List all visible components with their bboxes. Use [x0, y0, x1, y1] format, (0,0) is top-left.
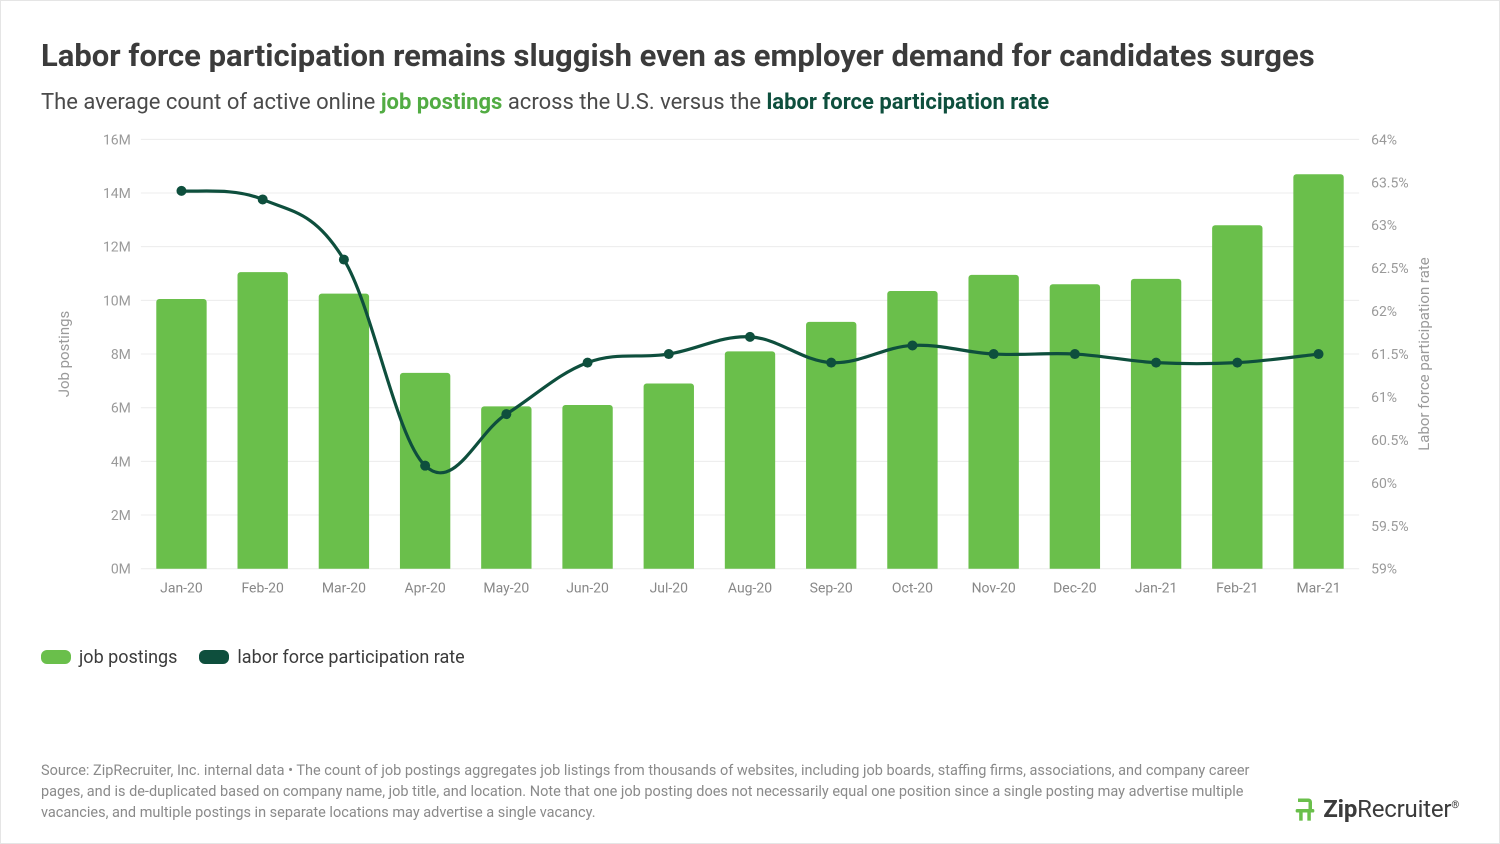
- svg-text:59.5%: 59.5%: [1371, 519, 1408, 535]
- legend: job postings labor force participation r…: [41, 647, 1459, 668]
- legend-swatch-rate: [199, 650, 229, 664]
- svg-text:63.5%: 63.5%: [1371, 175, 1408, 191]
- svg-text:Aug-20: Aug-20: [728, 580, 772, 596]
- source-footnote: Source: ZipRecruiter, Inc. internal data…: [41, 760, 1261, 823]
- svg-text:Oct-20: Oct-20: [892, 580, 933, 596]
- svg-text:62%: 62%: [1371, 304, 1397, 320]
- legend-item-postings: job postings: [41, 647, 177, 668]
- svg-text:61%: 61%: [1371, 390, 1397, 406]
- svg-text:Jan-20: Jan-20: [160, 580, 203, 596]
- brand-name: ZipRecruiter®: [1323, 795, 1459, 823]
- subtitle-mid: across the U.S. versus the: [508, 90, 767, 115]
- svg-text:63%: 63%: [1371, 218, 1397, 234]
- svg-text:0M: 0M: [111, 561, 131, 577]
- svg-text:Jan-21: Jan-21: [1135, 580, 1178, 596]
- svg-text:6M: 6M: [111, 400, 131, 416]
- svg-text:Feb-21: Feb-21: [1216, 580, 1258, 596]
- svg-text:2M: 2M: [111, 508, 131, 524]
- chart-subtitle: The average count of active online job p…: [41, 90, 1459, 115]
- svg-text:59%: 59%: [1371, 561, 1397, 577]
- svg-text:Dec-20: Dec-20: [1053, 580, 1097, 596]
- svg-text:Jun-20: Jun-20: [566, 580, 609, 596]
- legend-swatch-postings: [41, 650, 71, 664]
- legend-label-postings: job postings: [79, 647, 177, 668]
- svg-text:Labor force participation rate: Labor force participation rate: [1415, 257, 1433, 451]
- svg-text:64%: 64%: [1371, 132, 1397, 148]
- brand-name-rest: Recruiter: [1357, 795, 1451, 823]
- svg-text:Sep-20: Sep-20: [810, 580, 853, 596]
- chair-icon: [1291, 795, 1319, 823]
- svg-text:Nov-20: Nov-20: [972, 580, 1016, 596]
- chart-title: Labor force participation remains sluggi…: [41, 37, 1341, 76]
- svg-text:14M: 14M: [103, 186, 131, 202]
- chart-card: Labor force participation remains sluggi…: [0, 0, 1500, 844]
- subtitle-prefix: The average count of active online: [41, 90, 381, 115]
- subtitle-highlight-postings: job postings: [381, 90, 503, 115]
- brand-name-bold: Zip: [1323, 795, 1357, 823]
- brand-logo: ZipRecruiter®: [1291, 795, 1459, 823]
- svg-text:16M: 16M: [103, 132, 131, 148]
- brand-registered-icon: ®: [1451, 800, 1459, 811]
- svg-text:62.5%: 62.5%: [1371, 261, 1408, 277]
- svg-text:60%: 60%: [1371, 476, 1397, 492]
- svg-text:Mar-20: Mar-20: [322, 580, 366, 596]
- svg-text:Mar-21: Mar-21: [1296, 580, 1340, 596]
- svg-text:Apr-20: Apr-20: [404, 580, 445, 596]
- legend-label-rate: labor force participation rate: [237, 647, 464, 668]
- svg-text:Jul-20: Jul-20: [650, 580, 689, 596]
- svg-text:10M: 10M: [103, 293, 131, 309]
- svg-text:60.5%: 60.5%: [1371, 433, 1408, 449]
- svg-text:61.5%: 61.5%: [1371, 347, 1408, 363]
- chart-area: 0M 2M 4M 6M 8M 10M 12M 14M 16M 59% 59.5% 60% 60.5% 61…: [41, 129, 1459, 629]
- svg-text:12M: 12M: [103, 239, 131, 255]
- svg-text:May-20: May-20: [483, 580, 529, 596]
- legend-item-rate: labor force participation rate: [199, 647, 464, 668]
- svg-text:4M: 4M: [111, 454, 131, 470]
- svg-text:8M: 8M: [111, 347, 131, 363]
- chart-svg: 0M 2M 4M 6M 8M 10M 12M 14M 16M 59% 59.5% 60% 60.5% 61…: [41, 129, 1459, 629]
- svg-text:Job postings: Job postings: [55, 311, 73, 398]
- subtitle-highlight-rate: labor force participation rate: [766, 90, 1049, 115]
- svg-text:Feb-20: Feb-20: [241, 580, 284, 596]
- footer: Source: ZipRecruiter, Inc. internal data…: [41, 760, 1459, 823]
